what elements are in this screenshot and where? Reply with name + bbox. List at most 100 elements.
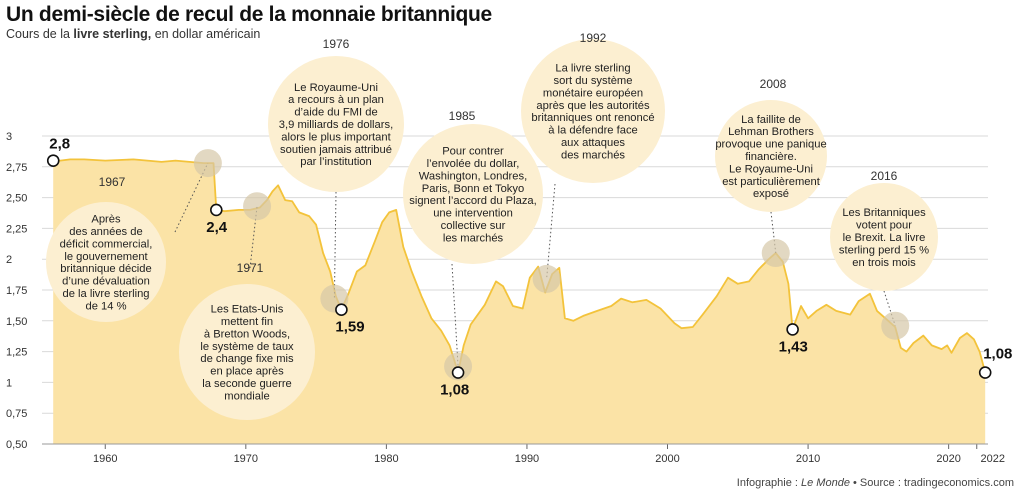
annotation-leader — [770, 211, 777, 254]
annotation-text-line: d’aide du FMI de — [294, 107, 377, 119]
event-marker — [193, 149, 222, 178]
chart-title: Un demi-siècle de recul de la monnaie br… — [6, 3, 492, 26]
value-point — [210, 203, 223, 217]
y-tick-label: 2,25 — [6, 223, 27, 235]
annotation-text-line: La livre sterling — [555, 63, 630, 75]
annotation-text-line: mondiale — [224, 390, 269, 402]
event-marker — [881, 311, 910, 340]
gbp-usd-chart: 0,50 0,75 1 1,25 1,50 1,75 2 2,25 2,50 2,75 3 1960 1… — [6, 31, 1012, 465]
y-tick-label: 1,75 — [6, 285, 27, 297]
annotation-text-line: Paris, Bonn et Tokyo — [422, 183, 524, 195]
value-label: 2,4 — [206, 219, 228, 236]
annotation-text-line: Le Royaume-Uni — [729, 163, 813, 175]
annotation-text-line: déficit commercial, — [60, 238, 153, 250]
x-tick-label: 2022 — [981, 453, 1005, 465]
chart-subtitle: Cours de la livre sterling, en dollar am… — [6, 27, 260, 41]
annotation-bubble — [830, 183, 938, 291]
annotation-text-line: à Bretton Woods, — [204, 328, 290, 340]
annotation-text-line: Washington, Londres, — [419, 170, 527, 182]
annotation-text-line: la seconde guerre — [202, 378, 292, 390]
annotation-text-line: Les Britanniques — [842, 207, 926, 219]
marker-layer: 2,8 2,4 1,59 1,08 1,43 1,08 — [46, 136, 1012, 399]
annotation-leader — [333, 191, 337, 299]
annotation-year: 1967 — [99, 175, 126, 189]
annotation-year: 1985 — [449, 109, 476, 123]
value-point — [335, 303, 348, 317]
annotation-bubble — [46, 202, 166, 322]
y-tick-label: 2 — [6, 254, 12, 266]
annotation-text-line: britannique décide — [60, 263, 151, 275]
value-label: 2,8 — [49, 136, 70, 153]
annotation-bubble — [179, 284, 315, 420]
x-tick-label: 1980 — [374, 453, 398, 465]
annotation-text-line: sort du système — [554, 75, 633, 87]
annotation-year: 1992 — [580, 31, 607, 45]
annotation-year: 2016 — [871, 169, 898, 183]
annotation-text-line: monétaire européen — [543, 87, 643, 99]
annotation-text-line: le Brexit. La livre — [843, 232, 926, 244]
annotation-year: 1971 — [237, 261, 264, 275]
event-marker — [761, 239, 790, 268]
y-tick-label: 1,50 — [6, 316, 27, 328]
annotation-text-line: mettent fin — [221, 316, 273, 328]
annotation-text-line: de change fixe mis — [200, 353, 294, 365]
y-tick-label: 0,50 — [6, 439, 27, 451]
annotation-text-line: Lehman Brothers — [728, 126, 814, 138]
annotation-text-line: en place après — [210, 366, 284, 378]
annotation-text-line: les marchés — [443, 232, 504, 244]
annotation-text-line: a recours à un plan — [288, 94, 384, 106]
x-tick-label: 2000 — [655, 453, 679, 465]
annotation-text-line: des années de — [69, 226, 142, 238]
annotation-text-line: de la livre sterling — [62, 288, 149, 300]
credit-publisher: Le Monde — [801, 477, 850, 489]
annotation-text-line: aux attaques — [561, 137, 625, 149]
annotation-text-line: le gouvernement — [64, 251, 148, 263]
annotation-text-line: à la défendre face — [548, 125, 638, 137]
annotation-text-line: l’envolée du dollar, — [427, 158, 520, 170]
annotation-text-line: le système de taux — [200, 341, 294, 353]
annotation-text-line: 3,9 milliards de dollars, — [279, 119, 393, 131]
value-label: 1,08 — [440, 382, 469, 399]
annotation-text-line: La faillite de — [741, 114, 801, 126]
value-label: 1,08 — [983, 346, 1012, 363]
subtitle-prefix: Cours de la — [6, 27, 74, 41]
annotation-text-line: provoque une panique — [715, 139, 826, 151]
y-tick-label: 2,50 — [6, 193, 27, 205]
annotation-text-line: alors le plus important — [281, 131, 391, 143]
annotation-text-line: collective sur — [441, 220, 506, 232]
x-tick-label: 1990 — [515, 453, 539, 465]
annotation-leader — [451, 263, 459, 367]
x-tick-label: 1970 — [234, 453, 258, 465]
annotation-leader — [174, 162, 209, 233]
credit-source: • Source : tradingeconomics.com — [849, 477, 1014, 489]
x-tick-label: 1960 — [93, 453, 117, 465]
annotation-text-line: britanniques ont renoncé — [531, 112, 654, 124]
y-tick-label: 1 — [6, 377, 12, 389]
value-point — [46, 154, 60, 167]
annotation-text-line: après que les autorités — [536, 100, 650, 112]
annotation-bubble — [715, 100, 827, 212]
event-marker — [243, 192, 272, 221]
annotation-text-line: financière. — [745, 151, 797, 163]
credit-line: Infographie : Le Monde • Source : tradin… — [737, 477, 1014, 489]
annotation-text-line: exposé — [753, 188, 789, 200]
annotation-text-line: par l’institution — [300, 156, 372, 168]
value-label: 1,43 — [779, 338, 808, 355]
annotation-text-line: d’une dévaluation — [62, 276, 150, 288]
event-marker — [532, 264, 561, 293]
credit-prefix: Infographie : — [736, 477, 802, 489]
value-label: 1,59 — [335, 319, 364, 336]
annotation-text-line: sterling perd 15 % — [839, 244, 929, 256]
annotation-text-line: des marchés — [561, 149, 625, 161]
annotation-text-line: Après — [91, 214, 121, 226]
series-line — [53, 158, 987, 374]
annotation-bubble — [403, 124, 543, 264]
annotation-text-line: Pour contrer — [442, 146, 504, 158]
y-tick-label: 3 — [6, 131, 12, 143]
y-tick-label: 1,25 — [6, 347, 27, 359]
subtitle-suffix: en dollar américain — [151, 27, 261, 41]
annotation-text-line: une intervention — [433, 208, 513, 220]
y-tick-label: 0,75 — [6, 408, 27, 420]
annotation-year: 1976 — [323, 37, 350, 51]
